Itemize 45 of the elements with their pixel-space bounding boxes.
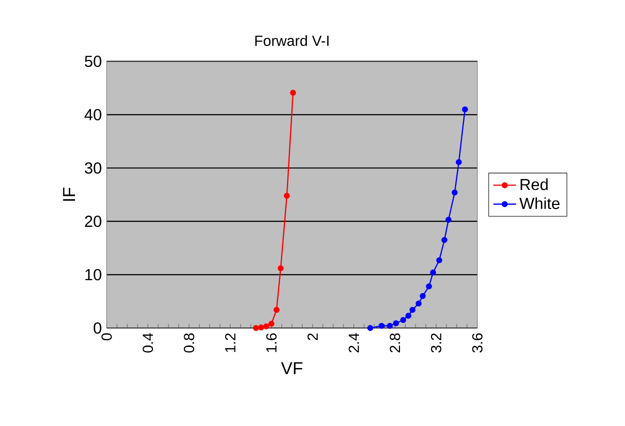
y-tick-label: 20 [84, 216, 102, 227]
chart-title: Forward V-I [255, 35, 329, 46]
x-tick-label: 0.4 [142, 333, 154, 353]
point [452, 190, 458, 196]
x-tick-label: 3.2 [430, 333, 442, 353]
point [274, 306, 280, 313]
point [367, 325, 374, 331]
point [252, 325, 259, 331]
point [436, 257, 442, 264]
point [400, 317, 406, 324]
point [263, 323, 270, 330]
legend-label: Red [520, 178, 548, 190]
point [284, 192, 290, 199]
x-tick-label: 1.2 [225, 333, 236, 352]
point [426, 283, 432, 290]
point [392, 320, 399, 326]
x-tick-label: 2 [307, 333, 318, 340]
point [416, 300, 422, 306]
y-tick-label: 50 [84, 56, 102, 67]
point [462, 106, 468, 112]
point [258, 324, 264, 330]
point [378, 322, 385, 329]
x-tick-label: 0 [101, 333, 112, 340]
point [409, 306, 416, 313]
x-tick-label: 2.8 [390, 333, 400, 352]
x-tick-label: 0.8 [184, 333, 194, 353]
point [430, 270, 436, 276]
y-tick-label: 30 [84, 162, 102, 174]
x-axis-title: VF [281, 362, 302, 374]
x-tick-label: 2.4 [348, 333, 359, 352]
y-tick-label: 10 [85, 269, 102, 280]
point [290, 90, 296, 96]
y-axis-title: IF [63, 188, 76, 201]
point [420, 293, 426, 300]
point [441, 237, 448, 244]
legend-label: White [519, 197, 560, 210]
x-tick-label: 3.6 [472, 333, 483, 353]
x-tick-label: 1.6 [266, 333, 277, 352]
point [405, 312, 412, 319]
y-tick-label: 40 [84, 109, 102, 120]
point [278, 265, 284, 272]
point [446, 216, 452, 223]
point [456, 159, 462, 166]
point [268, 320, 274, 327]
point [386, 322, 393, 329]
